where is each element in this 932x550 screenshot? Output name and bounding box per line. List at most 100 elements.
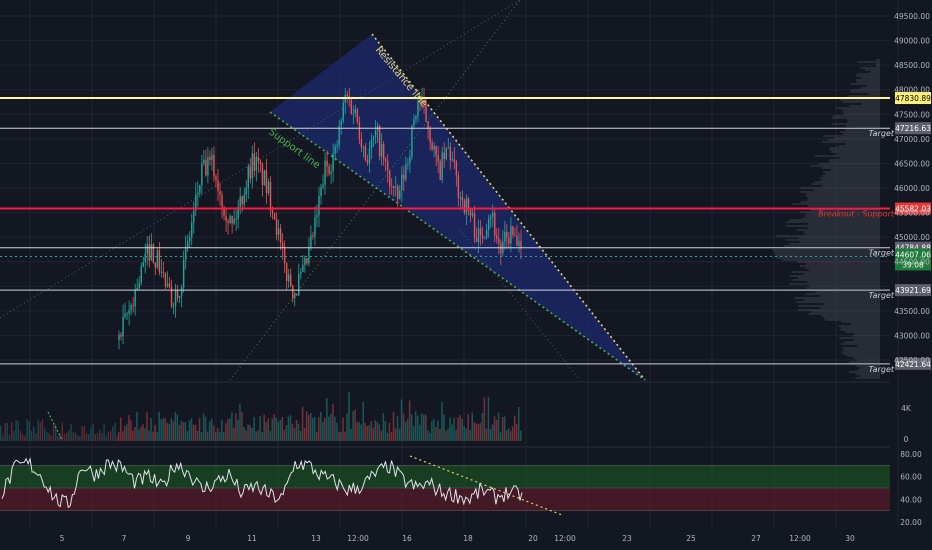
volume-bar bbox=[263, 414, 265, 441]
price-level-value: 45582.03 bbox=[895, 205, 931, 214]
volume-bar bbox=[356, 422, 358, 441]
volume-bar bbox=[66, 432, 68, 441]
volume-bar bbox=[390, 431, 393, 441]
candle-body bbox=[124, 313, 126, 317]
volume-bar bbox=[517, 406, 520, 441]
candle-body bbox=[366, 160, 369, 164]
volume-bar bbox=[469, 430, 471, 441]
resistance-trendline[interactable] bbox=[371, 33, 646, 381]
candle-body bbox=[324, 160, 326, 185]
volume-bars bbox=[0, 392, 522, 441]
volume-bar bbox=[269, 430, 272, 441]
volume-bar bbox=[233, 427, 235, 441]
price-axis[interactable] bbox=[890, 0, 932, 550]
candle-body bbox=[350, 99, 353, 114]
price-level-side-label: Target bbox=[869, 249, 895, 258]
price-tick-label: 42500.00 bbox=[894, 356, 930, 365]
volume-bar bbox=[324, 417, 326, 441]
rsi-trendline bbox=[409, 455, 563, 516]
volume-bar bbox=[229, 418, 231, 441]
volume-bar bbox=[132, 430, 134, 441]
candle-body bbox=[443, 152, 445, 160]
volume-bar bbox=[212, 425, 215, 441]
volume-bar bbox=[255, 431, 257, 441]
candle-body bbox=[431, 142, 433, 150]
volume-bar bbox=[118, 431, 120, 441]
candle-body bbox=[273, 213, 276, 220]
candle-body bbox=[269, 181, 272, 211]
candle-body bbox=[415, 115, 417, 120]
candle-body bbox=[253, 153, 256, 171]
volume-bar bbox=[315, 431, 318, 441]
volume-bar bbox=[475, 423, 478, 441]
candle-body bbox=[255, 156, 258, 171]
volume-bar bbox=[350, 428, 352, 441]
candle-body bbox=[388, 170, 391, 186]
rsi-tick-label: 80.00 bbox=[900, 450, 922, 459]
volume-bar bbox=[275, 417, 278, 441]
volume-bar bbox=[99, 429, 101, 441]
candle-body bbox=[160, 271, 163, 273]
candle-body bbox=[397, 186, 399, 200]
volume-bar bbox=[26, 419, 28, 441]
volume-bar bbox=[267, 418, 269, 441]
volume-bar bbox=[180, 420, 183, 441]
candle-body bbox=[287, 274, 290, 282]
volume-bar bbox=[320, 411, 322, 441]
candle-body bbox=[223, 207, 225, 216]
candle-body bbox=[487, 219, 490, 230]
candle-body bbox=[249, 166, 252, 179]
volume-bar bbox=[487, 396, 490, 441]
volume-bar bbox=[384, 421, 387, 441]
candle-body bbox=[372, 136, 375, 140]
candle-body bbox=[471, 213, 474, 216]
volume-bar bbox=[461, 418, 463, 441]
candle-body bbox=[356, 109, 359, 123]
volume-bar bbox=[221, 419, 223, 441]
candle-body bbox=[304, 258, 306, 265]
candle-body bbox=[445, 147, 447, 160]
candle-body bbox=[213, 154, 215, 177]
candle-body bbox=[209, 156, 211, 161]
volume-bar bbox=[136, 411, 138, 441]
volume-bar bbox=[249, 425, 251, 441]
candle-body bbox=[374, 130, 377, 137]
candle-body bbox=[178, 295, 181, 299]
volume-bar bbox=[216, 428, 219, 441]
volume-bar bbox=[313, 416, 316, 441]
candle-body bbox=[380, 143, 383, 157]
volume-bar bbox=[453, 417, 455, 441]
candle-body bbox=[463, 200, 466, 213]
candle-body bbox=[425, 105, 427, 122]
candle-body bbox=[217, 180, 219, 191]
volume-bar bbox=[293, 428, 296, 441]
volume-bar bbox=[204, 416, 207, 441]
candle-body bbox=[308, 246, 310, 264]
volume-bar bbox=[427, 430, 429, 441]
candle-body bbox=[154, 262, 157, 268]
candle-body bbox=[310, 235, 312, 247]
volume-bar bbox=[210, 418, 213, 441]
volume-bar bbox=[299, 430, 302, 441]
candle-body bbox=[386, 161, 389, 171]
time-tick-label: 30 bbox=[845, 534, 855, 543]
candle-body bbox=[203, 159, 205, 164]
volume-bar bbox=[182, 422, 185, 441]
candle-body bbox=[231, 215, 233, 224]
candle-body bbox=[130, 305, 132, 311]
time-tick-label: 25 bbox=[686, 534, 696, 543]
candle-body bbox=[294, 294, 296, 299]
volume-bar bbox=[354, 409, 356, 441]
volume-bar bbox=[338, 431, 340, 441]
price-tick-label: 43000.00 bbox=[894, 331, 930, 340]
price-tick-label: 45000.00 bbox=[894, 233, 930, 242]
volume-bar bbox=[392, 411, 395, 441]
candle-body bbox=[166, 283, 169, 287]
volume-bar bbox=[72, 432, 74, 441]
candle-body bbox=[233, 219, 235, 224]
candle-body bbox=[516, 235, 518, 246]
price-level-side-label: Breakout - Support bbox=[818, 210, 895, 219]
volume-bar bbox=[39, 422, 41, 441]
